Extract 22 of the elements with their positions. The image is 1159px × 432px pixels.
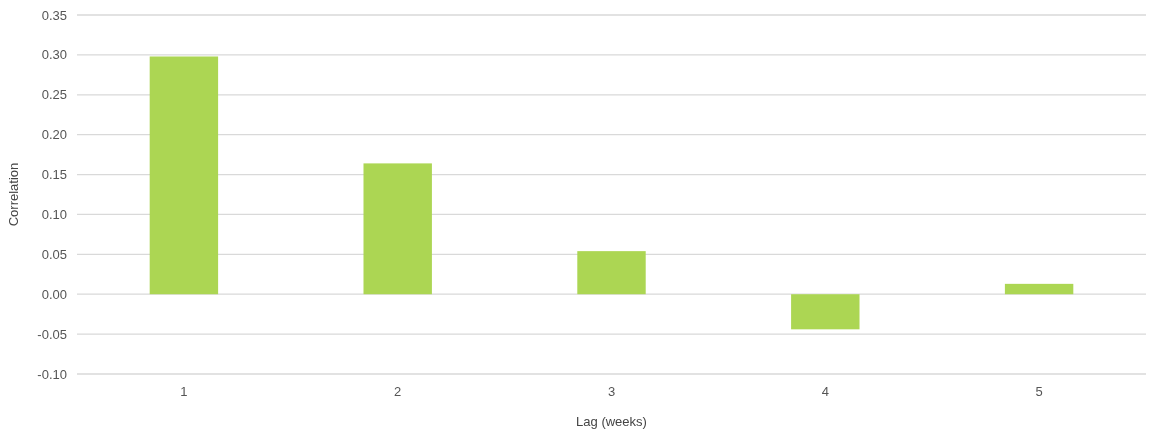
- y-tick-label: 0.30: [41, 47, 67, 63]
- x-tick-label: 2: [394, 384, 402, 399]
- y-tick-label: -0.05: [37, 326, 67, 342]
- x-tick-label: 3: [607, 384, 616, 399]
- x-tick-label: 4: [821, 384, 829, 399]
- bar: [149, 56, 219, 295]
- x-tick-label: 5: [1035, 384, 1043, 399]
- y-tick-label: 0.10: [41, 206, 67, 222]
- y-tick-label: 0.05: [41, 246, 67, 262]
- bar: [577, 251, 646, 295]
- y-tick-label: -0.10: [37, 366, 67, 382]
- y-tick-label: 0.25: [41, 87, 67, 103]
- bar: [1004, 283, 1074, 295]
- y-tick-label: 0.15: [41, 167, 67, 183]
- y-tick-label: 0.35: [41, 7, 67, 23]
- y-tick-label: 0.20: [41, 127, 67, 143]
- y-tick-label: 0.00: [41, 286, 67, 302]
- bar: [363, 163, 432, 295]
- x-tick-label: 1: [180, 384, 188, 399]
- x-axis-title: Lag (weeks): [576, 414, 647, 429]
- y-axis-title: Correlation: [6, 162, 21, 227]
- bar: [791, 294, 860, 330]
